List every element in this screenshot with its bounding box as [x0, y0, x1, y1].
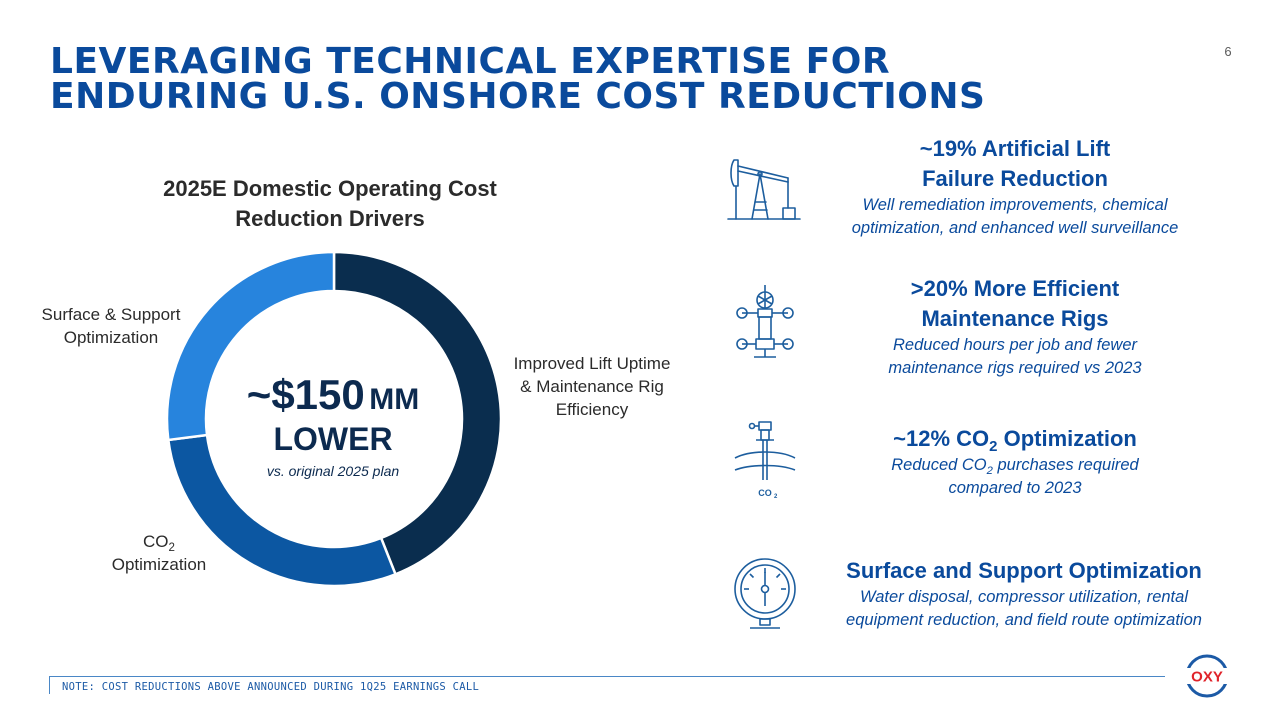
driver-maintenance-rigs-text: >20% More Efficient Maintenance Rigs Red…: [810, 274, 1220, 380]
slice-label-co2: CO2 Optimization: [96, 530, 222, 576]
driver-artificial-lift-heading-line-2: Failure Reduction: [922, 166, 1108, 191]
driver-maintenance-rigs-heading: >20% More Efficient Maintenance Rigs: [810, 274, 1220, 334]
driver-maintenance-rigs-description-line-1: Reduced hours per job and fewer: [893, 336, 1137, 354]
slice-label-surface-support-line-1: Surface & Support: [41, 305, 181, 324]
slice-label-co2-line-2: Optimization: [111, 555, 207, 574]
co2-desc-subscript: 2: [986, 464, 993, 477]
chart-title: 2025E Domestic Operating Cost Reduction …: [140, 174, 520, 234]
slice-label-surface-support-line-2: Optimization: [63, 328, 159, 347]
driver-artificial-lift-heading-line-1: ~19% Artificial Lift: [919, 136, 1111, 161]
driver-maintenance-rigs-heading-line-1: >20% More Efficient: [910, 276, 1120, 301]
oxy-logo-text: OXY: [1191, 669, 1223, 686]
co2-icon-label: CO: [758, 488, 772, 498]
driver-co2-optimization-heading-line-1: ~12% CO2 Optimization: [810, 424, 1220, 454]
donut-slice-0: [332, 250, 503, 576]
slice-label-lift-rig: Improved Lift Uptime & Maintenance Rig E…: [497, 352, 687, 421]
driver-co2-optimization-heading: ~12% CO2 Optimization: [810, 424, 1220, 454]
wellhead-valve-icon: [736, 285, 794, 358]
chart-title-line-2: Reduction Drivers: [235, 206, 425, 231]
driver-co2-optimization-description: Reduced CO2 purchases required compared …: [810, 454, 1220, 500]
driver-artificial-lift-description: Well remediation improvements, chemical …: [810, 194, 1220, 240]
chart-title-line-1: 2025E Domestic Operating Cost: [163, 176, 497, 201]
driver-co2-optimization-text: ~12% CO2 Optimization Reduced CO2 purcha…: [810, 424, 1220, 500]
footer-divider-tick: [49, 676, 50, 694]
svg-text:2: 2: [774, 494, 778, 500]
co2-heading-pre: ~12% CO: [893, 426, 990, 451]
co2-injection-well-icon: CO 2: [734, 421, 796, 500]
slice-label-co2-text: CO: [143, 532, 169, 551]
co2-desc-post: purchases required: [992, 456, 1139, 474]
driver-maintenance-rigs-heading-line-2: Maintenance Rigs: [921, 306, 1109, 331]
pressure-gauge-icon: [734, 558, 796, 629]
driver-surface-support-text: Surface and Support Optimization Water d…: [814, 556, 1234, 632]
center-qualifier: LOWER: [273, 421, 393, 457]
driver-surface-support-heading: Surface and Support Optimization: [814, 556, 1234, 586]
oxy-logo: OXY: [1181, 654, 1233, 698]
page-number: 6: [1224, 44, 1232, 59]
center-amount: ~$150 MM: [200, 370, 466, 420]
driver-artificial-lift-description-line-2: optimization, and enhanced well surveill…: [851, 219, 1179, 237]
center-amount-value: ~$150: [246, 371, 365, 418]
slice-label-lift-rig-line-3: Efficiency: [555, 400, 629, 419]
slice-label-lift-rig-line-2: & Maintenance Rig: [520, 377, 664, 396]
driver-co2-optimization-description-line-2: compared to 2023: [948, 479, 1082, 497]
driver-surface-support-description-line-2: equipment reduction, and field route opt…: [846, 611, 1202, 629]
driver-surface-support-description-line-1: Water disposal, compressor utilization, …: [859, 588, 1188, 606]
slice-label-lift-rig-line-1: Improved Lift Uptime: [513, 354, 671, 373]
center-note: vs. original 2025 plan: [266, 463, 400, 479]
co2-desc-pre: Reduced CO: [891, 456, 987, 474]
driver-surface-support-heading-line-1: Surface and Support Optimization: [846, 558, 1202, 583]
footer-divider: [50, 676, 1165, 677]
slice-label-co2-line-1: CO2: [143, 532, 175, 555]
slide-title-line-1: LEVERAGING TECHNICAL EXPERTISE FOR: [50, 41, 891, 82]
driver-co2-optimization-description-line-1: Reduced CO2 purchases required: [810, 454, 1220, 477]
center-amount-unit: MM: [369, 383, 420, 416]
co2-heading-subscript: 2: [989, 438, 998, 456]
cost-reduction-donut-chart: [165, 250, 503, 588]
slice-label-surface-support: Surface & Support Optimization: [30, 303, 192, 349]
co2-heading-post: Optimization: [997, 426, 1137, 451]
footer-note: NOTE: COST REDUCTIONS ABOVE ANNOUNCED DU…: [62, 681, 480, 693]
driver-surface-support-description: Water disposal, compressor utilization, …: [814, 586, 1234, 632]
driver-artificial-lift-heading: ~19% Artificial Lift Failure Reduction: [810, 134, 1220, 194]
driver-artificial-lift-description-line-1: Well remediation improvements, chemical: [862, 196, 1168, 214]
driver-maintenance-rigs-description-line-2: maintenance rigs required vs 2023: [888, 359, 1142, 377]
driver-maintenance-rigs-description: Reduced hours per job and fewer maintena…: [810, 334, 1220, 380]
pump-jack-icon: [727, 159, 801, 220]
donut-slice-2: [165, 250, 336, 442]
slide-title-line-2: ENDURING U.S. ONSHORE COST REDUCTIONS: [50, 76, 986, 117]
slide-title: LEVERAGING TECHNICAL EXPERTISE FOR ENDUR…: [50, 41, 1150, 117]
driver-artificial-lift-text: ~19% Artificial Lift Failure Reduction W…: [810, 134, 1220, 240]
